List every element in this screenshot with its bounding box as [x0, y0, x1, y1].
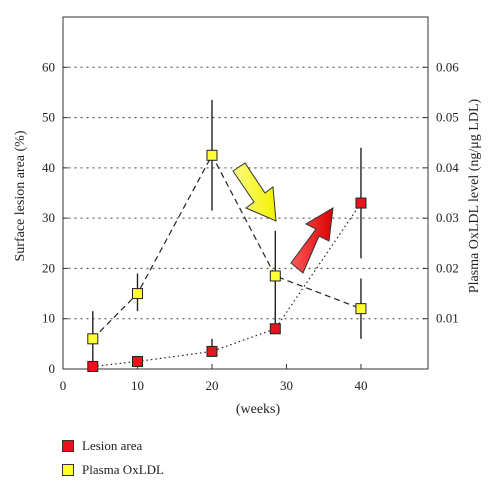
series-lines [92, 154, 362, 368]
chart: 0 10 20 30 40 50 60 0.01 0.02 0.03 0.04 0.05 0.06 0… [13, 16, 482, 417]
red-arrow [290, 207, 334, 274]
right-tick-label: 0.04 [436, 160, 459, 175]
right-tick-label: 0.06 [436, 59, 459, 74]
marker-lesion-area [206, 345, 218, 357]
x-tick-label: 20 [205, 378, 218, 393]
markers [87, 149, 367, 372]
marker-plasma-oxldl [269, 270, 281, 282]
x-tick-label: 0 [60, 378, 67, 393]
left-tick-label: 40 [42, 160, 55, 175]
right-tick-label: 0.05 [436, 110, 459, 125]
marker-lesion-area [131, 355, 143, 367]
legend-swatch-red [62, 440, 74, 452]
left-tick-label: 60 [42, 59, 55, 74]
left-tick-label: 50 [42, 110, 55, 125]
legend-label: Plasma OxLDL [82, 462, 164, 477]
legend-item-lesion-area: Lesion area [62, 436, 164, 456]
left-tick-label: 30 [42, 210, 55, 225]
x-axis-title: (weeks) [236, 402, 281, 417]
marker-lesion-area [269, 323, 281, 335]
left-axis-title: Surface lesion area (%) [13, 130, 28, 261]
plot-frame [62, 16, 429, 370]
marker-plasma-oxldl [87, 333, 99, 345]
legend-label: Lesion area [82, 438, 143, 453]
right-tick-label: 0.02 [436, 260, 459, 275]
right-axis-ticks: 0.01 0.02 0.03 0.04 0.05 0.06 [423, 59, 459, 326]
left-tick-label: 20 [42, 260, 55, 275]
marker-plasma-oxldl [131, 288, 143, 300]
marker-lesion-area [355, 197, 367, 209]
x-tick-label: 30 [280, 378, 293, 393]
left-tick-label: 10 [42, 311, 55, 326]
left-tick-label: 0 [49, 361, 56, 376]
right-tick-label: 0.01 [436, 311, 459, 326]
series-line-plasma-oxldl [92, 154, 362, 340]
x-tick-label: 10 [131, 378, 144, 393]
x-tick-label: 40 [354, 378, 367, 393]
marker-plasma-oxldl [355, 303, 367, 315]
marker-plasma-oxldl [206, 149, 218, 161]
grid-lines [62, 66, 429, 320]
legend-item-plasma-oxldl: Plasma OxLDL [62, 460, 164, 480]
marker-lesion-area [87, 360, 99, 372]
legend: Lesion area Plasma OxLDL [62, 436, 164, 484]
x-axis-ticks: 0 10 20 30 40 [60, 364, 367, 393]
yellow-arrow [232, 162, 277, 222]
left-axis-ticks: 0 10 20 30 40 50 60 [42, 59, 68, 376]
right-axis-title: Plasma OxLDL level (ng/μg LDL) [467, 98, 482, 293]
legend-swatch-yellow [62, 464, 74, 476]
right-tick-label: 0.03 [436, 210, 459, 225]
